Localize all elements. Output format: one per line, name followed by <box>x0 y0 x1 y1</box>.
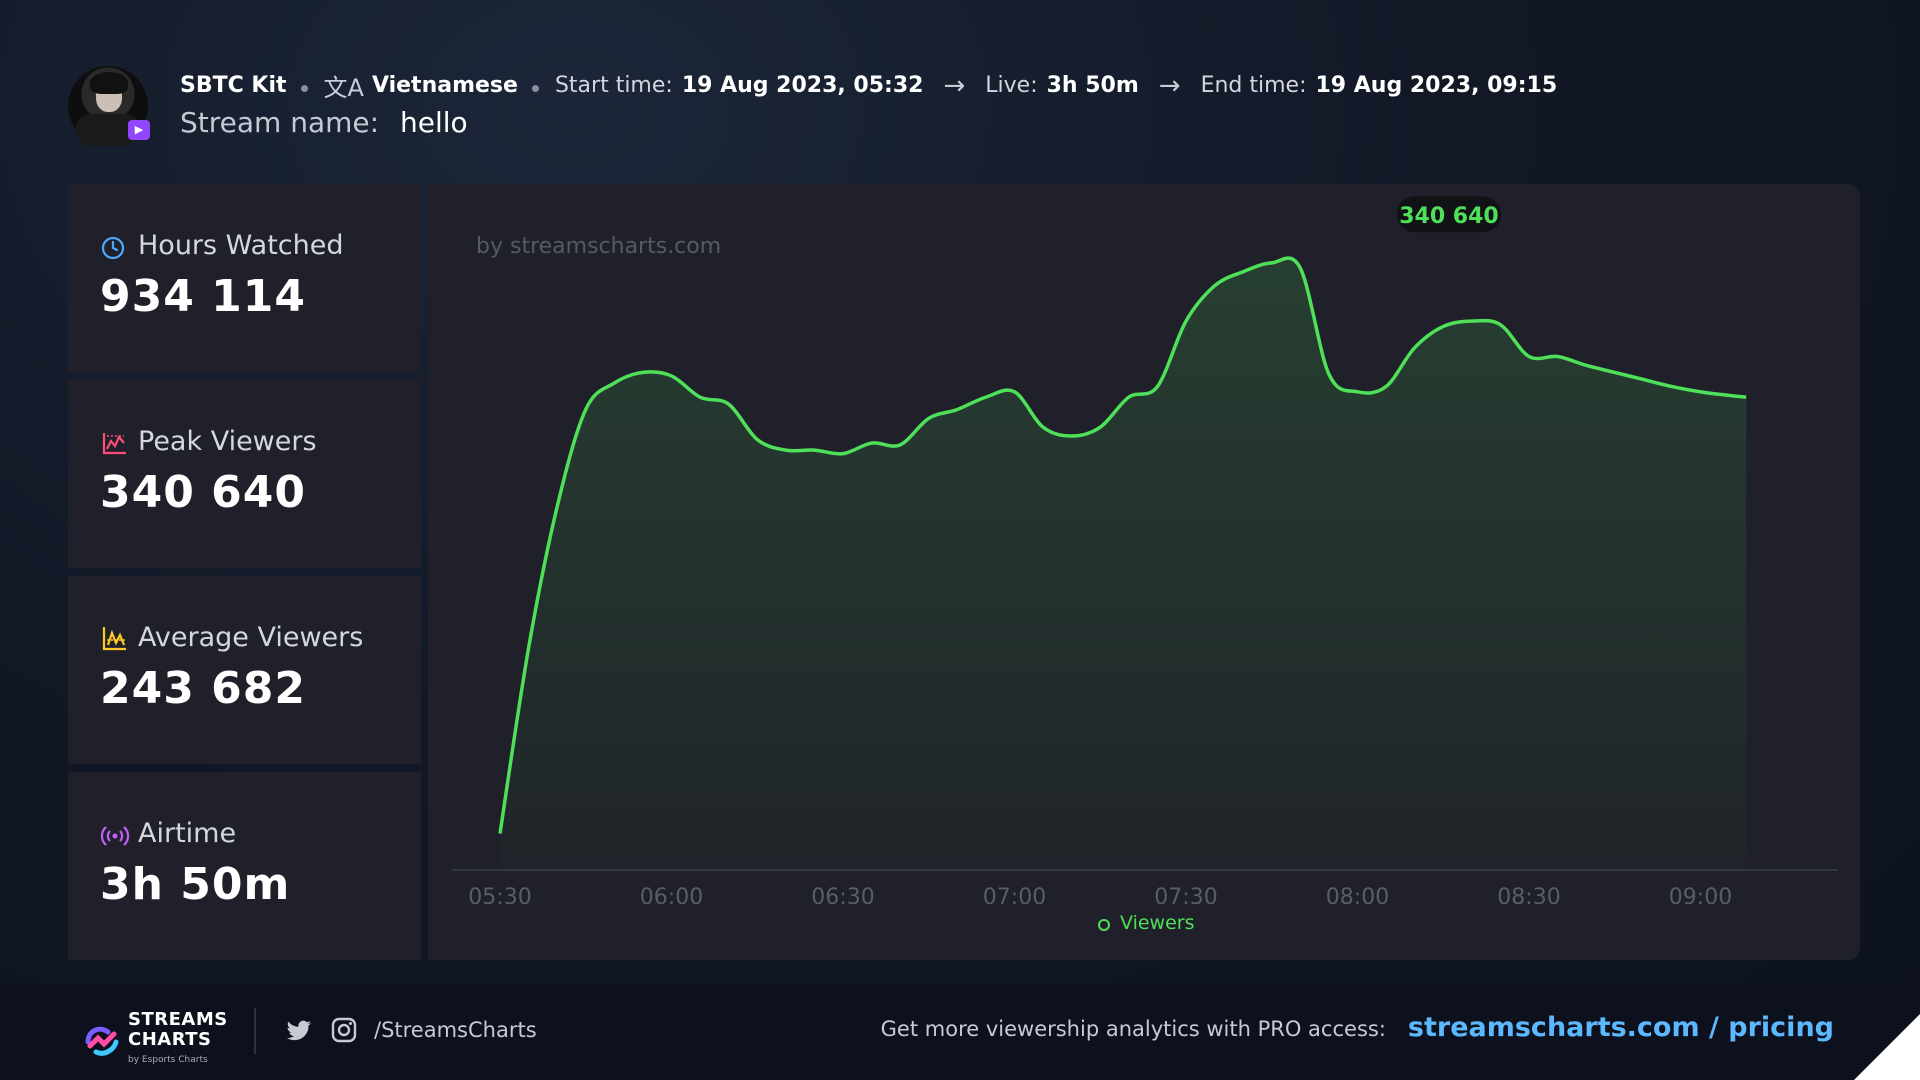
average-chart-icon <box>102 626 126 650</box>
start-time-value: 19 Aug 2023, 05:32 <box>681 73 924 98</box>
corner-decoration <box>1854 1014 1920 1080</box>
stat-label: Average Viewers <box>138 622 364 653</box>
language: Vietnamese <box>371 73 518 98</box>
x-tick-label: 06:00 <box>640 885 703 910</box>
social-links: /StreamsCharts <box>286 1016 537 1044</box>
stat-label: Peak Viewers <box>138 426 317 457</box>
stat-value: 934 114 <box>100 271 307 322</box>
x-tick-label: 09:00 <box>1669 885 1732 910</box>
social-handle[interactable]: /StreamsCharts <box>374 1018 537 1042</box>
live-label: Live: <box>985 73 1038 98</box>
x-tick-label: 06:30 <box>811 885 874 910</box>
clock-icon <box>101 236 125 259</box>
end-time-value: 19 Aug 2023, 09:15 <box>1315 73 1558 98</box>
footer: STREAMS CHARTS by Esports Charts /Stream… <box>0 984 1920 1080</box>
svg-text:340 640: 340 640 <box>1399 204 1499 229</box>
translate-icon: 文A <box>323 74 364 102</box>
series-viewers-line[interactable] <box>498 256 1747 834</box>
pricing-link[interactable]: streamscharts.com / pricing <box>1407 1012 1834 1043</box>
stream-header: ▶ SBTC Kit 文A Vietnamese Start time: 19 … <box>68 66 1868 148</box>
avatar[interactable]: ▶ <box>68 66 150 146</box>
stream-meta: SBTC Kit 文A Vietnamese Start time: 19 Au… <box>180 68 1557 103</box>
stats-panel: Hours Watched 934 114 Peak Viewers 340 6… <box>68 184 421 960</box>
twitter-icon[interactable] <box>286 1016 314 1044</box>
streams-charts-logo[interactable]: STREAMS CHARTS by Esports Charts <box>82 1010 228 1070</box>
stat-card-hours-watched: Hours Watched 934 114 <box>68 184 421 372</box>
channel-name[interactable]: SBTC Kit <box>180 73 287 98</box>
stat-card-peak-viewers: Peak Viewers 340 640 <box>68 380 421 568</box>
footer-divider <box>254 1008 256 1054</box>
pro-promo: Get more viewership analytics with PRO a… <box>881 1012 1834 1043</box>
arrow-right-icon: → <box>943 70 966 101</box>
stat-value: 3h 50m <box>100 859 291 910</box>
chart-legend[interactable]: Viewers <box>1098 912 1195 934</box>
x-tick-label: 08:00 <box>1326 885 1389 910</box>
stat-card-average-viewers: Average Viewers 243 682 <box>68 576 421 764</box>
legend-label-viewers: Viewers <box>1120 912 1195 934</box>
logo-text-line2: CHARTS <box>128 1029 212 1050</box>
chart-svg: 05:30 06:00 06:30 07:00 07:30 08:00 08:30 09:00… <box>452 196 1838 910</box>
stat-card-airtime: Airtime 3h 50m <box>68 772 421 960</box>
x-tick-label: 05:30 <box>468 885 531 910</box>
separator-dot <box>531 85 539 92</box>
instagram-icon[interactable] <box>330 1016 358 1044</box>
peak-chart-icon <box>102 432 126 454</box>
logo-subtext: by Esports Charts <box>128 1055 208 1065</box>
end-time-label: End time: <box>1200 73 1307 98</box>
stat-label: Hours Watched <box>138 230 344 261</box>
streams-charts-logo-icon <box>85 1026 119 1056</box>
stream-name-label: Stream name: <box>180 106 380 139</box>
broadcast-icon <box>100 825 130 846</box>
stat-value: 243 682 <box>100 663 307 714</box>
start-time-label: Start time: <box>554 73 673 98</box>
live-value: 3h 50m <box>1046 73 1139 98</box>
x-tick-label: 07:00 <box>983 885 1046 910</box>
promo-text: Get more viewership analytics with PRO a… <box>880 1017 1386 1041</box>
stream-name: Stream name: hello <box>180 106 468 139</box>
arrow-right-icon: → <box>1158 70 1181 101</box>
stat-value: 340 640 <box>100 467 307 518</box>
legend-marker-icon <box>1098 919 1110 931</box>
stream-name-value: hello <box>399 106 468 139</box>
stat-label: Airtime <box>138 818 237 849</box>
series-viewers-area <box>500 258 1747 870</box>
twitch-icon: ▶ <box>128 120 150 140</box>
logo-text-line1: STREAMS <box>128 1009 228 1030</box>
separator-dot <box>300 85 308 92</box>
x-tick-label: 07:30 <box>1154 885 1217 910</box>
viewers-chart: by streamscharts.com 05:30 06:00 06:30 07:0… <box>428 184 1860 960</box>
chart-watermark: by streamscharts.com <box>476 234 722 259</box>
x-tick-label: 08:30 <box>1497 885 1560 910</box>
peak-data-label: 340 640 <box>1396 196 1501 233</box>
